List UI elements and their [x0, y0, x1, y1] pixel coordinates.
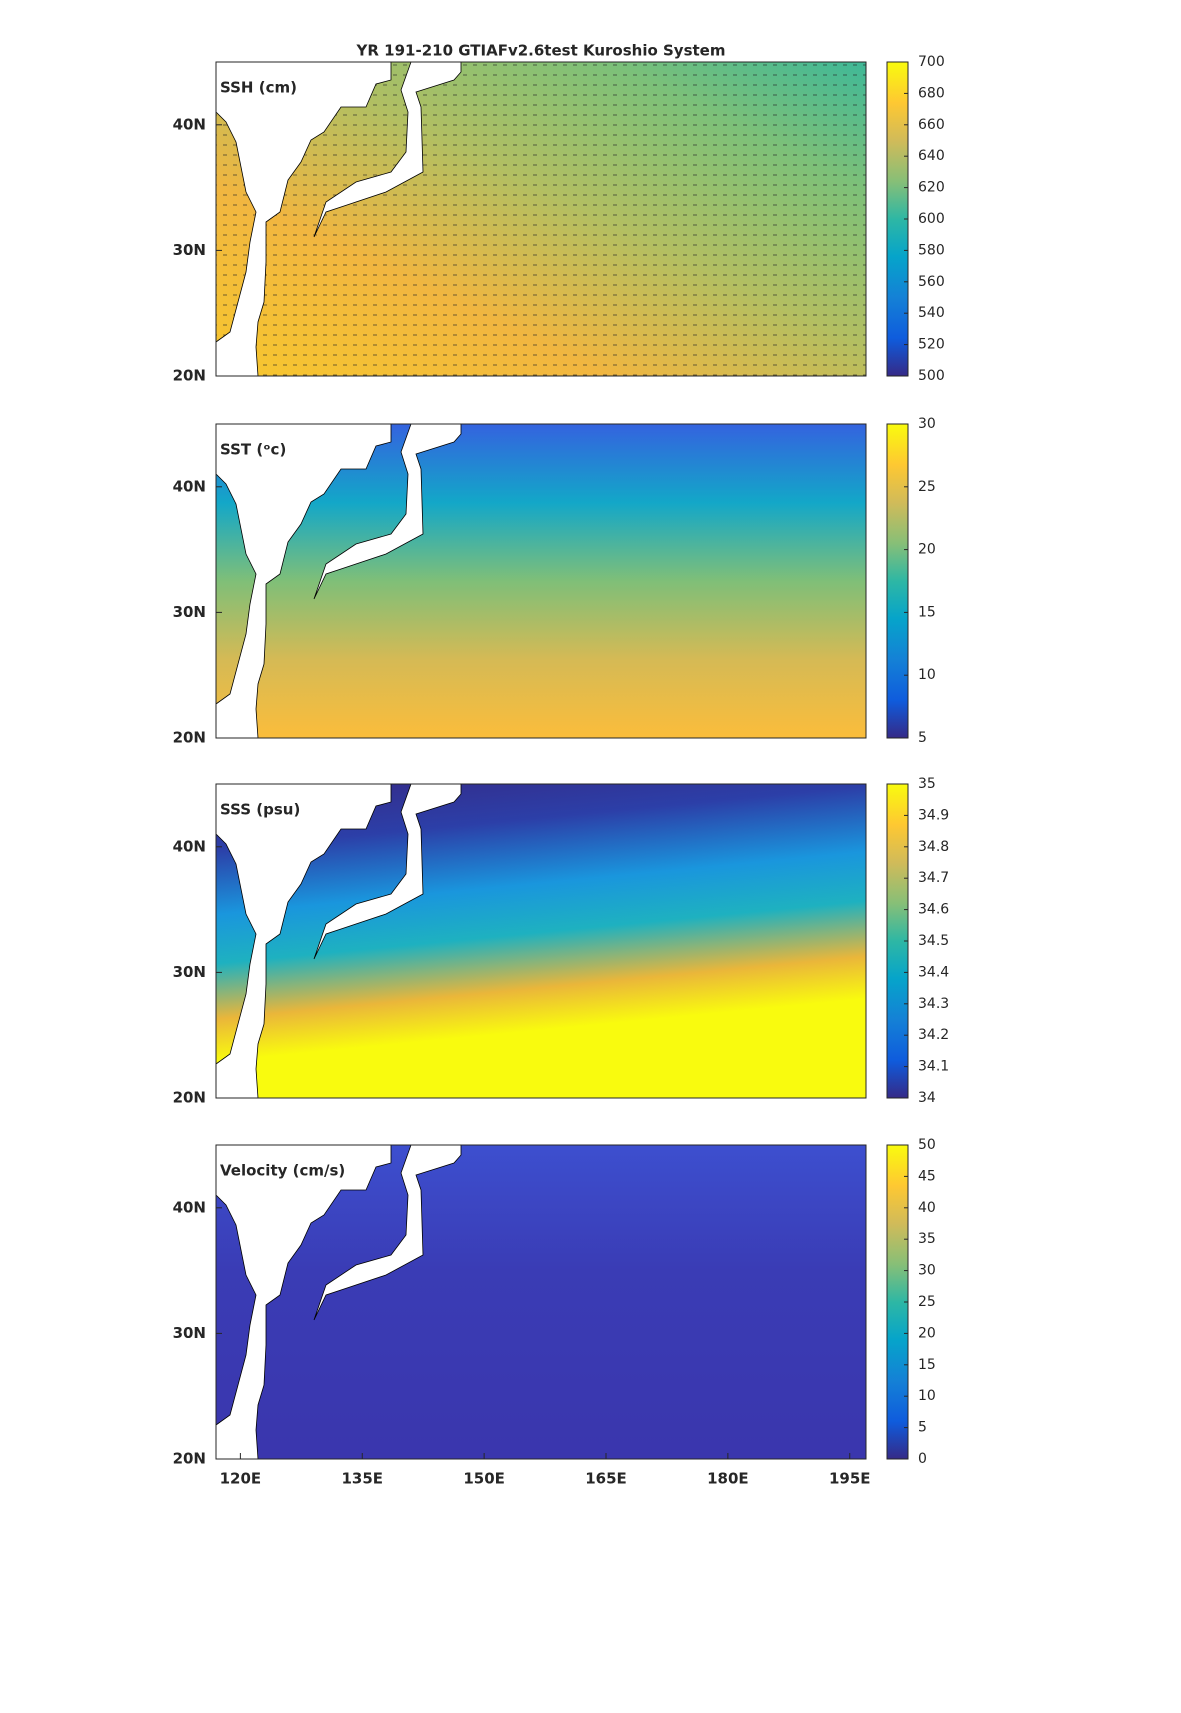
colorbar-tick-label: 15 [918, 604, 936, 620]
colorbar-tick-label: 600 [918, 211, 945, 227]
colorbar-tick-label: 45 [918, 1168, 936, 1184]
y-tick-label: 40N [173, 477, 206, 495]
panel-label: SST (ᵒc) [220, 441, 286, 459]
colorbar-tick-label: 580 [918, 242, 945, 258]
x-tick-label: 150E [463, 1470, 505, 1488]
colorbar-tick-label: 34.6 [918, 902, 949, 918]
colorbar-tick-label: 500 [918, 368, 945, 384]
land-mass [215, 1144, 392, 1460]
colorbar-tick-label: 34.1 [918, 1059, 949, 1075]
colorbar-tick-label: 34.9 [918, 807, 949, 823]
x-tick-label: 180E [707, 1470, 749, 1488]
colorbar-tick-label: 15 [918, 1357, 936, 1373]
y-tick-label: 20N [173, 367, 206, 385]
colorbar-tick-label: 50 [918, 1137, 936, 1153]
x-tick-label: 195E [829, 1470, 871, 1488]
map-frame [215, 783, 867, 1099]
colorbar-tick-label: 25 [918, 1294, 936, 1310]
land-mass [215, 783, 392, 1099]
colorbar-tick-label: 34.8 [918, 839, 949, 855]
colorbar-tick-label: 34 [918, 1090, 936, 1106]
land [215, 783, 462, 1099]
japan [313, 783, 462, 960]
colorbar-tick-label: 30 [918, 416, 936, 432]
japan [313, 61, 462, 238]
x-tick-label: 135E [341, 1470, 383, 1488]
colorbar-tick-label: 25 [918, 479, 936, 495]
colorbar-tick-label: 0 [918, 1451, 927, 1467]
colorbar-tick-label: 34.3 [918, 996, 949, 1012]
land [215, 61, 462, 377]
x-tick-label: 165E [585, 1470, 627, 1488]
x-tick-label: 120E [220, 1470, 262, 1488]
colorbar [886, 423, 909, 739]
figure-title: YR 191-210 GTIAFv2.6test Kuroshio System [356, 42, 726, 60]
japan [313, 423, 462, 600]
colorbar-tick-label: 35 [918, 776, 936, 792]
map-frame [215, 61, 867, 377]
land [215, 1144, 462, 1460]
y-tick-label: 20N [173, 1089, 206, 1107]
y-tick-label: 40N [173, 837, 206, 855]
colorbar-tick-label: 34.7 [918, 870, 949, 886]
land-mass [215, 423, 392, 739]
colorbar-tick-label: 10 [918, 1388, 936, 1404]
map-frame [215, 1144, 867, 1460]
y-tick-label: 30N [173, 241, 206, 259]
land [215, 423, 462, 739]
colorbar-tick-label: 20 [918, 542, 936, 558]
panel-label: SSS (psu) [220, 801, 300, 819]
y-tick-label: 30N [173, 963, 206, 981]
colorbar-tick-label: 680 [918, 85, 945, 101]
y-tick-label: 20N [173, 729, 206, 747]
map-frame [215, 423, 867, 739]
colorbar-tick-label: 560 [918, 274, 945, 290]
colorbar-tick-label: 35 [918, 1231, 936, 1247]
colorbar-tick-label: 620 [918, 180, 945, 196]
colorbar-tick-label: 540 [918, 305, 945, 321]
japan [313, 1144, 462, 1321]
panel-label: Velocity (cm/s) [220, 1162, 345, 1180]
y-tick-label: 40N [173, 115, 206, 133]
colorbar-tick-label: 5 [918, 1420, 927, 1436]
y-tick-label: 30N [173, 1324, 206, 1342]
land-mass [215, 61, 392, 377]
colorbar-tick-label: 30 [918, 1263, 936, 1279]
colorbar-tick-label: 40 [918, 1200, 936, 1216]
colorbar-tick-label: 700 [918, 54, 945, 70]
colorbar-tick-label: 20 [918, 1325, 936, 1341]
colorbar-tick-label: 5 [918, 730, 927, 746]
colorbar-tick-label: 34.2 [918, 1027, 949, 1043]
colorbar-tick-label: 34.5 [918, 933, 949, 949]
y-tick-label: 30N [173, 603, 206, 621]
colorbar-tick-label: 660 [918, 117, 945, 133]
panel-label: SSH (cm) [220, 79, 297, 97]
colorbar-tick-label: 10 [918, 667, 936, 683]
y-tick-label: 20N [173, 1450, 206, 1468]
colorbar-tick-label: 520 [918, 337, 945, 353]
y-tick-label: 40N [173, 1198, 206, 1216]
colorbar-tick-label: 34.4 [918, 964, 949, 980]
colorbar-tick-label: 640 [918, 148, 945, 164]
